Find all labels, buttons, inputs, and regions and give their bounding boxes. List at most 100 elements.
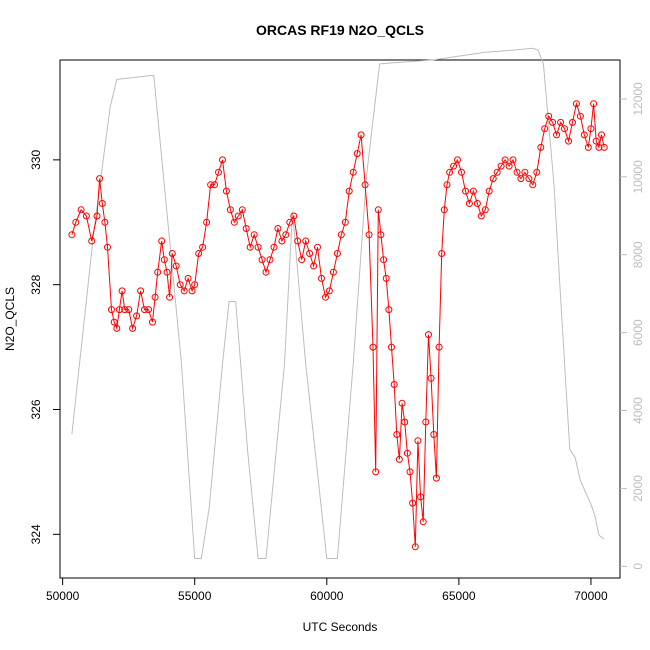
primary-point-116 — [473, 200, 481, 207]
primary-point-37 — [199, 243, 207, 251]
primary-point-46 — [234, 212, 242, 220]
primary-point-51 — [254, 243, 262, 251]
primary-point-23 — [151, 293, 159, 301]
primary-point-94 — [406, 468, 414, 476]
primary-point-123 — [501, 156, 509, 164]
primary-point-67 — [318, 274, 325, 282]
primary-point-105 — [435, 343, 443, 351]
x-tick-label-0: 50000 — [46, 589, 80, 603]
secondary-series-layer — [71, 47, 605, 559]
primary-point-64 — [306, 250, 314, 257]
primary-point-86 — [385, 306, 393, 314]
primary-point-128 — [521, 168, 529, 176]
primary-point-39 — [207, 181, 215, 189]
primary-point-113 — [462, 187, 469, 195]
primary-point-3 — [82, 212, 90, 220]
primary-point-42 — [219, 156, 226, 164]
x-axis-label: UTC Seconds — [303, 620, 378, 634]
primary-point-16 — [125, 306, 133, 314]
primary-point-7 — [98, 200, 106, 207]
primary-point-22 — [149, 318, 156, 326]
primary-point-24 — [154, 268, 162, 276]
y-tick-label-0: 324 — [29, 524, 43, 544]
y-tick-label-1: 326 — [29, 399, 43, 419]
primary-point-108 — [443, 181, 451, 189]
primary-point-80 — [369, 343, 377, 351]
primary-point-146 — [590, 100, 598, 108]
primary-point-142 — [576, 112, 584, 120]
primary-point-110 — [450, 162, 458, 170]
axes-layer: 50000 55000 60000 65000 70000 324 326 328 330 0 20… — [29, 82, 645, 603]
primary-point-132 — [537, 143, 545, 151]
primary-point-26 — [160, 256, 168, 264]
primary-point-63 — [302, 237, 310, 245]
primary-point-101 — [425, 331, 432, 339]
primary-point-6 — [96, 175, 104, 183]
primary-point-124 — [505, 162, 513, 170]
primary-point-38 — [203, 218, 211, 226]
primary-point-109 — [446, 168, 454, 176]
primary-point-148 — [595, 143, 603, 151]
primary-point-85 — [382, 274, 390, 282]
primary-point-61 — [294, 237, 302, 245]
primary-point-41 — [215, 168, 222, 176]
primary-point-100 — [422, 418, 430, 426]
primary-point-21 — [145, 306, 152, 314]
primary-point-28 — [166, 293, 174, 301]
primary-point-74 — [345, 187, 353, 195]
y-axis-label: N2O_QCLS — [3, 287, 17, 351]
primary-point-0 — [68, 231, 76, 239]
primary-series-line — [71, 101, 605, 547]
primary-point-47 — [238, 206, 246, 214]
primary-point-9 — [104, 243, 111, 251]
primary-point-130 — [529, 181, 537, 189]
primary-point-11 — [110, 318, 118, 326]
primary-point-58 — [282, 231, 290, 239]
primary-point-33 — [184, 274, 192, 282]
primary-point-31 — [176, 281, 184, 289]
primary-point-62 — [298, 256, 306, 264]
primary-point-56 — [274, 225, 282, 232]
y2-tick-label-6: 12000 — [631, 82, 645, 116]
primary-point-44 — [226, 206, 234, 214]
primary-point-136 — [553, 131, 561, 139]
primary-point-134 — [545, 112, 553, 120]
primary-point-25 — [158, 237, 166, 245]
primary-point-104 — [432, 474, 440, 482]
primary-point-5 — [93, 212, 101, 220]
primary-point-70 — [329, 268, 337, 276]
y2-tick-label-1: 2000 — [631, 475, 645, 502]
primary-point-129 — [525, 175, 533, 183]
x-tick-label-2: 60000 — [310, 589, 344, 603]
primary-point-29 — [168, 250, 176, 257]
primary-point-89 — [393, 431, 401, 438]
primary-point-90 — [395, 455, 403, 463]
primary-point-72 — [337, 231, 345, 239]
primary-point-120 — [489, 175, 497, 183]
primary-point-53 — [262, 268, 270, 276]
primary-point-84 — [380, 256, 388, 264]
primary-point-92 — [401, 418, 409, 426]
primary-point-45 — [230, 218, 238, 226]
primary-point-78 — [361, 181, 369, 189]
primary-point-87 — [388, 343, 395, 351]
primary-point-36 — [195, 250, 203, 257]
primary-point-68 — [322, 293, 329, 301]
primary-point-59 — [286, 218, 294, 226]
primary-point-118 — [481, 206, 489, 214]
primary-point-15 — [121, 306, 129, 314]
primary-point-10 — [108, 306, 115, 314]
primary-point-138 — [561, 125, 568, 133]
secondary-series-line — [71, 47, 605, 559]
y2-tick-label-0: 0 — [631, 563, 645, 570]
primary-point-8 — [101, 218, 109, 226]
primary-point-145 — [587, 125, 595, 133]
primary-point-43 — [222, 187, 230, 195]
primary-point-18 — [133, 312, 141, 320]
primary-point-69 — [325, 287, 333, 295]
y2-tick-label-3: 6000 — [631, 319, 645, 346]
y2-tick-label-4: 8000 — [631, 241, 645, 268]
primary-point-135 — [549, 118, 557, 126]
primary-point-97 — [414, 437, 422, 445]
primary-point-79 — [365, 231, 373, 239]
